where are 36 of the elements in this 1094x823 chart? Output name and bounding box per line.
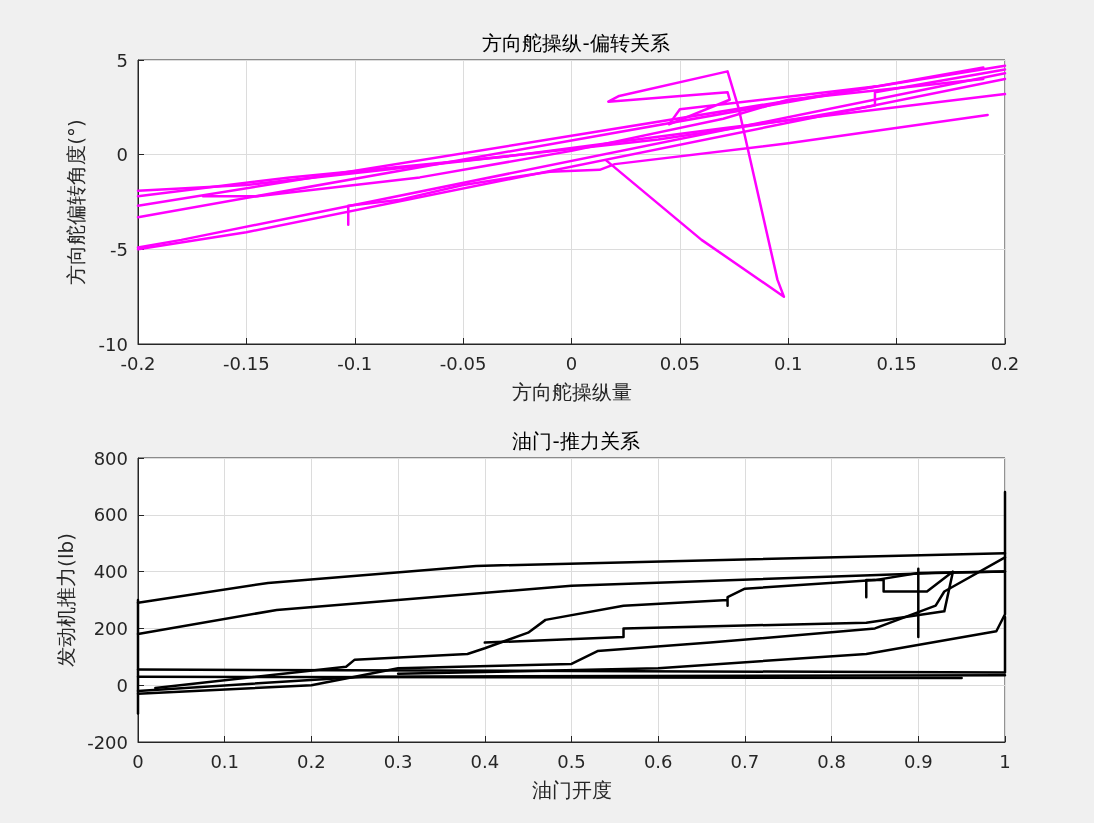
y-axis-title: 方向舵偏转角度(°)	[64, 119, 88, 285]
y-tick-label: 600	[93, 504, 128, 526]
x-tick-label: 0.4	[470, 750, 500, 772]
x-tick-label: 0.3	[383, 750, 413, 772]
x-tick-label: 0.6	[643, 750, 673, 772]
y-tick-label: 5	[116, 49, 128, 71]
y-tick-label: -10	[98, 333, 128, 355]
x-tick-label: 0.15	[876, 352, 917, 374]
x-tick-label: -0.15	[223, 352, 270, 374]
x-tick-label: 0.5	[557, 750, 586, 772]
chart-title: 方向舵操纵-偏转关系	[482, 31, 670, 55]
x-tick-label: 0.1	[773, 352, 803, 374]
x-tick-label: 0.05	[659, 352, 700, 374]
x-tick-label: -0.2	[120, 352, 156, 374]
x-tick-label: 0.8	[817, 750, 846, 772]
y-tick-label: 0	[116, 674, 128, 696]
x-tick-label: 0.2	[297, 750, 326, 772]
x-tick-label: 0.2	[990, 352, 1020, 374]
chart-title: 油门-推力关系	[512, 429, 640, 453]
x-tick-label: -0.1	[337, 352, 373, 374]
y-tick-label: -200	[87, 731, 128, 753]
y-axis-title: 发动机推力(lb)	[54, 533, 79, 667]
y-tick-label: 0	[116, 144, 128, 166]
x-axis-title: 方向舵操纵量	[511, 380, 632, 404]
x-tick-label: -0.05	[439, 352, 487, 374]
x-axis-title: 油门开度	[531, 778, 612, 802]
y-tick-label: 800	[93, 447, 128, 469]
y-tick-label: 200	[93, 617, 128, 639]
x-tick-label: 0.7	[730, 750, 760, 772]
x-tick-label: 0	[132, 750, 144, 772]
x-tick-label: 1	[999, 750, 1011, 772]
y-tick-label: -5	[110, 238, 128, 260]
y-tick-label: 400	[93, 561, 128, 583]
x-tick-label: 0.9	[903, 750, 933, 772]
x-tick-label: 0	[565, 352, 578, 374]
x-tick-label: 0.1	[210, 750, 240, 772]
